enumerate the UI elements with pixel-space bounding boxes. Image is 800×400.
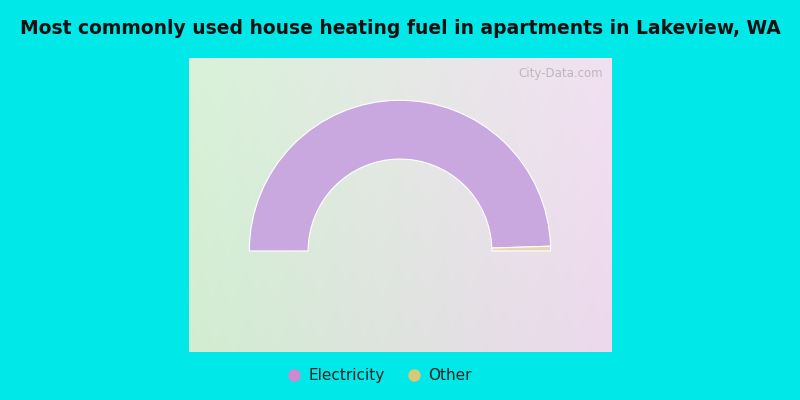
Text: Other: Other [428, 368, 471, 382]
Text: City-Data.com: City-Data.com [518, 67, 603, 80]
Wedge shape [492, 246, 550, 251]
Text: Most commonly used house heating fuel in apartments in Lakeview, WA: Most commonly used house heating fuel in… [20, 20, 780, 38]
Wedge shape [250, 100, 550, 251]
Text: Electricity: Electricity [308, 368, 384, 382]
